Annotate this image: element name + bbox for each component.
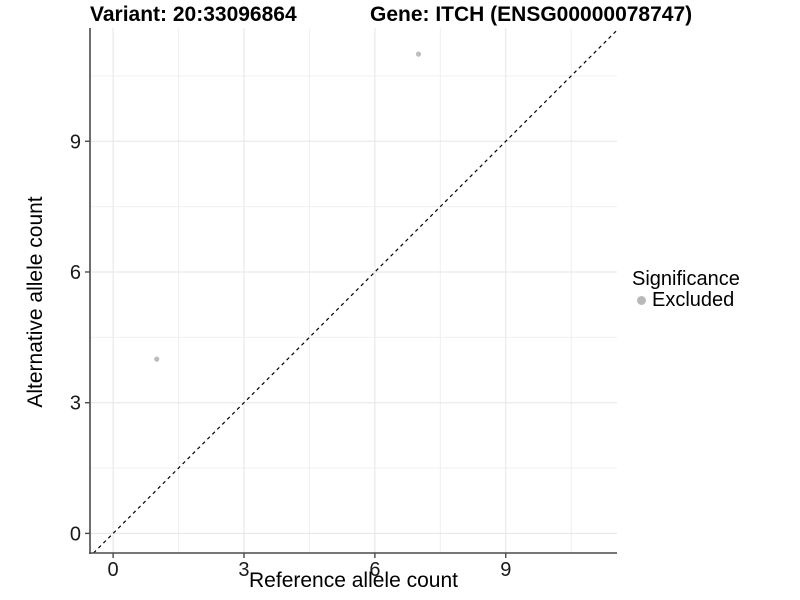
x-tick-label: 0 — [108, 559, 119, 581]
legend-item-excluded: Excluded — [630, 289, 790, 311]
plot-title-variant: Variant: 20:33096864 — [90, 3, 297, 26]
y-tick-label: 3 — [70, 393, 81, 415]
legend-item-label: Excluded — [652, 289, 735, 311]
plot-title-gene: Gene: ITCH (ENSG00000078747) — [370, 3, 693, 26]
legend-title: Significance — [632, 268, 740, 290]
x-tick-label: 6 — [369, 559, 380, 581]
data-point — [154, 356, 160, 362]
data-point — [415, 51, 422, 57]
x-tick-label: 9 — [500, 559, 511, 581]
y-tick-label: 6 — [70, 262, 81, 284]
y-axis-title: Alternative allele count — [24, 196, 47, 408]
x-axis-title: Reference allele count — [249, 569, 458, 592]
identity-dashed-line — [93, 29, 618, 554]
y-tick-label: 9 — [70, 131, 81, 153]
legend-key-dot-icon — [637, 295, 646, 305]
y-tick-label: 0 — [70, 523, 81, 545]
x-tick-label: 3 — [238, 559, 249, 581]
legend: Significance Excluded — [630, 268, 790, 311]
